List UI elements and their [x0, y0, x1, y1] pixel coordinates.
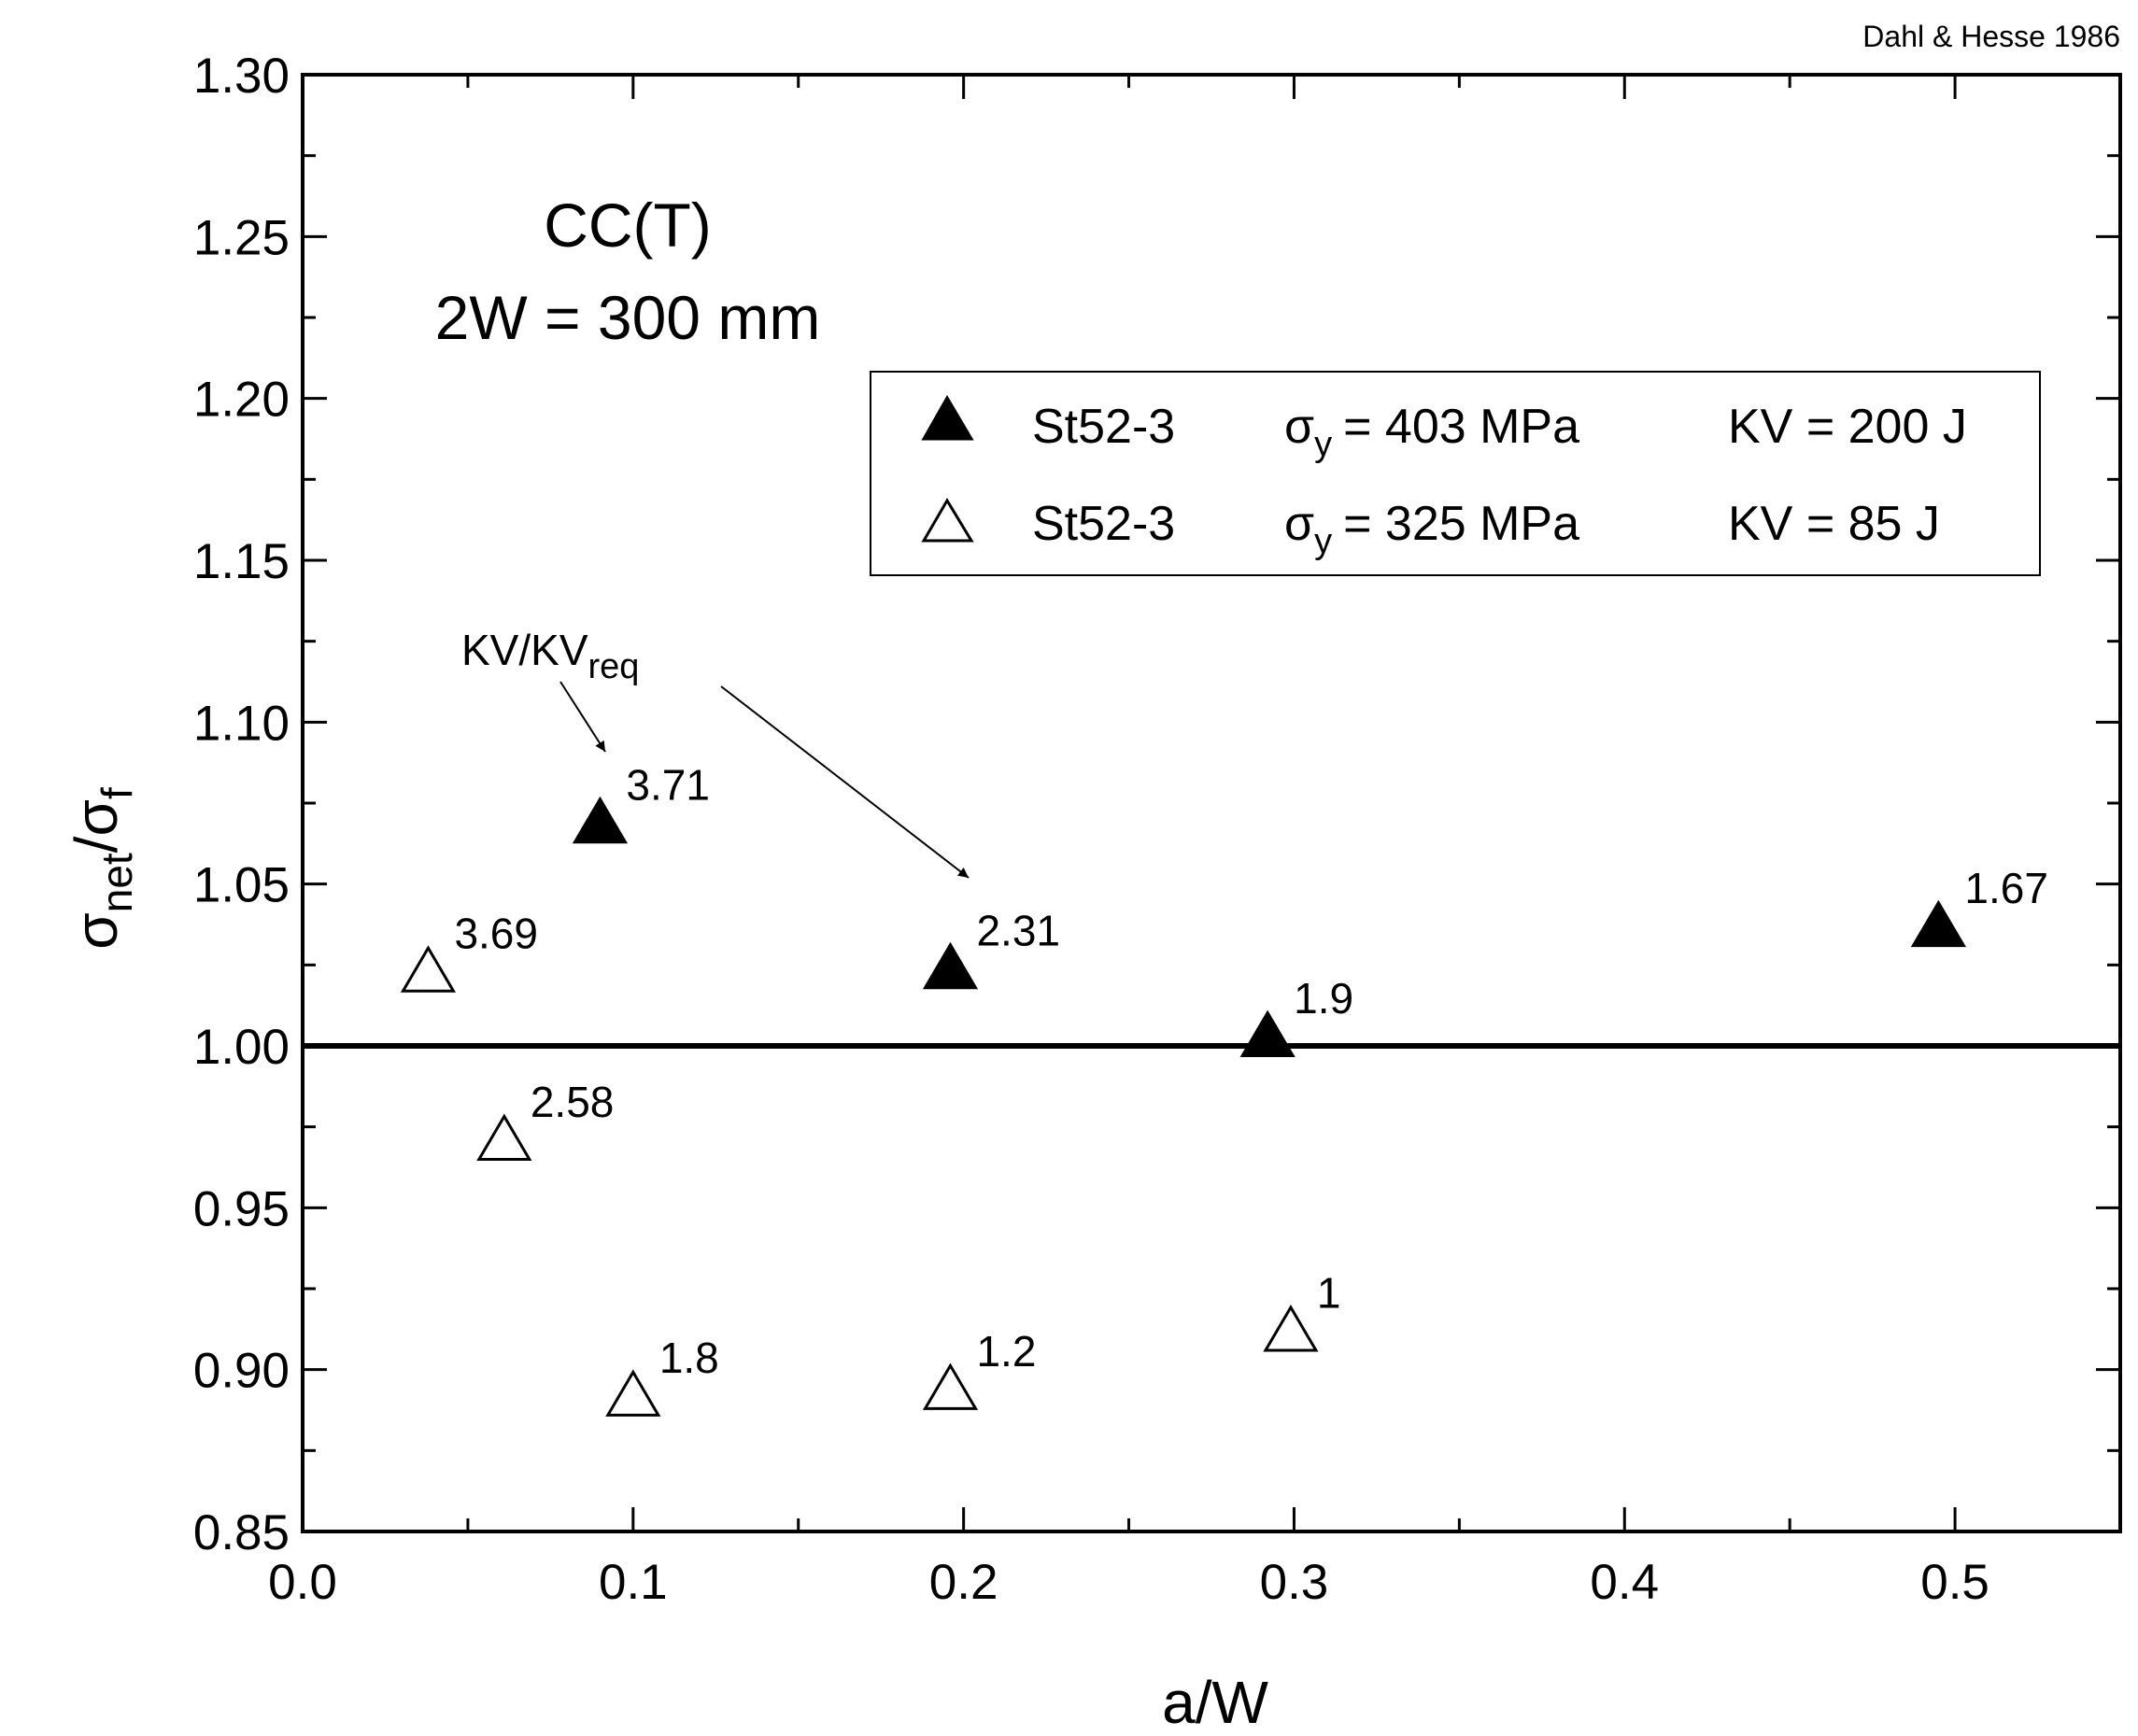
- open-triangle-point: [400, 945, 457, 993]
- data-points: 3.71 2.31 1.9 1.67 3.69 2.58 1.8 1.2 1: [400, 760, 2048, 1417]
- y-tick-label: 0.85: [193, 1505, 290, 1560]
- point-label: 2.58: [531, 1078, 615, 1126]
- x-tick-label: 0.4: [1590, 1555, 1659, 1610]
- legend: St52-3 σy = 403 MPa KV = 200 J St52-3 σy =…: [870, 371, 2041, 576]
- x-tick-label: 0.3: [1260, 1555, 1329, 1610]
- annotation-kv-ratio: KV/KVreq: [461, 626, 639, 686]
- legend-grade-2: St52-3: [1032, 497, 1175, 551]
- legend-box: [870, 371, 2041, 576]
- y-tick-label: 1.25: [193, 210, 290, 265]
- x-tick-labels: 0.0 0.1 0.2 0.3 0.4 0.5: [268, 1555, 1989, 1610]
- filled-triangle-point: [1239, 1009, 1296, 1058]
- annotation-arrow-2: [720, 685, 970, 879]
- legend-sigma-1: σy = 403 MPa: [1284, 400, 1579, 464]
- y-tick-label: 1.05: [193, 858, 290, 913]
- y-tick-label: 0.95: [193, 1181, 290, 1236]
- plot-frame: [301, 73, 2122, 1533]
- legend-marker-open-triangle: [921, 498, 974, 543]
- legend-grade-1: St52-3: [1032, 400, 1175, 454]
- chart-credit: Dahl & Hesse 1986: [1862, 20, 2120, 53]
- x-axis-title: a/W: [1162, 1669, 1268, 1736]
- y-tick-label: 1.20: [193, 373, 290, 428]
- y-tick-labels: 0.85 0.90 0.95 1.00 1.05 1.10 1.15 1.20 1.25 1.30: [193, 49, 290, 1560]
- legend-sigma-2: σy = 325 MPa: [1284, 497, 1579, 561]
- open-triangle-point: [476, 1113, 532, 1161]
- annotation-arrow-1: [559, 681, 606, 753]
- y-tick-label: 0.90: [193, 1344, 290, 1399]
- point-label: 1: [1317, 1269, 1341, 1318]
- filled-triangle-point: [572, 796, 629, 844]
- y-tick-label: 1.10: [193, 696, 290, 751]
- point-label: 3.69: [454, 910, 538, 958]
- legend-kv-1: KV = 200 J: [1728, 400, 1967, 454]
- specimen-width: 2W = 300 mm: [435, 283, 821, 352]
- open-triangle-point: [922, 1362, 979, 1410]
- x-tick-label: 0.2: [929, 1555, 998, 1610]
- legend-kv-2: KV = 85 J: [1728, 497, 1940, 551]
- filled-triangle-point: [922, 941, 979, 990]
- point-label: 1.9: [1294, 974, 1353, 1023]
- x-tick-label: 0.1: [599, 1555, 668, 1610]
- point-label: 1.8: [659, 1334, 719, 1382]
- legend-marker-filled-triangle: [921, 395, 974, 441]
- open-triangle-point: [1263, 1305, 1319, 1352]
- filled-triangle-point: [1910, 899, 1967, 948]
- y-tick-label: 1.30: [193, 49, 290, 104]
- specimen-type: CC(T): [544, 191, 712, 260]
- point-label: 3.71: [626, 760, 710, 809]
- point-label: 2.31: [976, 906, 1060, 954]
- y-tick-label: 1.00: [193, 1020, 290, 1075]
- y-tick-label: 1.15: [193, 534, 290, 589]
- x-tick-label: 0.0: [268, 1555, 337, 1610]
- y-axis-title: σnet/σf: [63, 787, 141, 950]
- open-triangle-point: [605, 1369, 661, 1417]
- point-label: 1.67: [1964, 864, 2048, 912]
- point-label: 1.2: [976, 1327, 1036, 1376]
- x-tick-label: 0.5: [1920, 1555, 1989, 1610]
